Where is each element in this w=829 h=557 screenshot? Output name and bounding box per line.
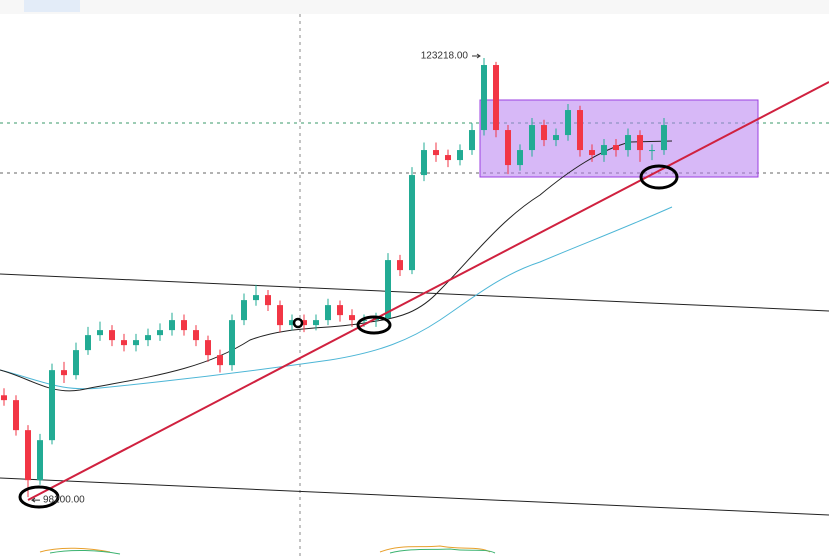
candle-body — [553, 135, 559, 141]
candle-body — [661, 125, 667, 151]
candle-body — [121, 340, 127, 346]
candle-body — [577, 110, 583, 151]
candle-body — [1, 395, 7, 401]
candle-body — [325, 305, 331, 321]
indicator-line — [49, 548, 496, 555]
candle-body — [505, 130, 511, 166]
candle-body — [85, 335, 91, 351]
candle-body — [301, 320, 307, 326]
candle-body — [385, 260, 391, 319]
arrow — [472, 53, 481, 59]
candle-body — [193, 330, 199, 341]
arrow — [31, 497, 40, 503]
candle-body — [145, 335, 151, 341]
candle-body — [649, 150, 655, 152]
annotations: 123218.00 98200.00 — [31, 51, 481, 506]
candle-body — [637, 135, 643, 151]
toolbar — [0, 0, 829, 14]
ma-fast — [0, 140, 673, 392]
candle-body — [37, 440, 43, 481]
candle-body — [457, 150, 463, 161]
candle-body — [25, 430, 31, 481]
candle-body — [205, 340, 211, 356]
candle-body — [61, 370, 67, 376]
candle-body — [289, 320, 295, 326]
candle-body — [49, 370, 55, 441]
candle-body — [253, 295, 259, 301]
candle-body — [469, 130, 475, 151]
candle-body — [157, 330, 163, 336]
candles — [1, 58, 667, 498]
candle-body — [409, 175, 415, 271]
candle-body — [241, 300, 247, 321]
candle-body — [313, 320, 319, 326]
candle-body — [445, 155, 451, 161]
ma-slow — [0, 206, 673, 390]
candle-body — [421, 150, 427, 176]
highlight-ellipse — [356, 315, 392, 335]
candle-body — [529, 125, 535, 151]
candle-body — [181, 320, 187, 331]
candle-body — [349, 315, 355, 321]
candle-body — [337, 305, 343, 316]
candle-body — [481, 65, 487, 131]
price-label: 98200.00 — [43, 495, 85, 506]
candle-body — [589, 150, 595, 156]
candle-body — [601, 145, 607, 156]
candle-body — [97, 330, 103, 336]
candle-body — [493, 65, 499, 131]
price-label: 123218.00 — [421, 51, 469, 62]
candle-body — [517, 150, 523, 166]
channel-line — [0, 477, 829, 516]
trend-line[interactable] — [27, 81, 829, 501]
candle-body — [433, 150, 439, 156]
channel-line — [0, 273, 829, 312]
highlight-ellipse — [18, 485, 60, 509]
candle-body — [613, 145, 619, 151]
candle-body — [217, 355, 223, 366]
candle-body — [265, 295, 271, 306]
candle-body — [625, 135, 631, 151]
candle-body — [397, 260, 403, 271]
highlight-ellipse — [639, 164, 679, 190]
candle-body — [73, 350, 79, 376]
toolbar-active[interactable] — [24, 0, 80, 12]
candle-body — [229, 320, 235, 366]
candle-body — [133, 340, 139, 346]
candle-body — [169, 320, 175, 331]
indicator-line — [39, 545, 491, 553]
candle-body — [361, 320, 367, 322]
candle-body — [13, 400, 19, 431]
candle-body — [277, 305, 283, 326]
range-box — [479, 99, 759, 178]
candle-body — [109, 330, 115, 341]
marker[interactable] — [292, 317, 304, 329]
candle-body — [541, 125, 547, 141]
candle-body — [565, 110, 571, 136]
